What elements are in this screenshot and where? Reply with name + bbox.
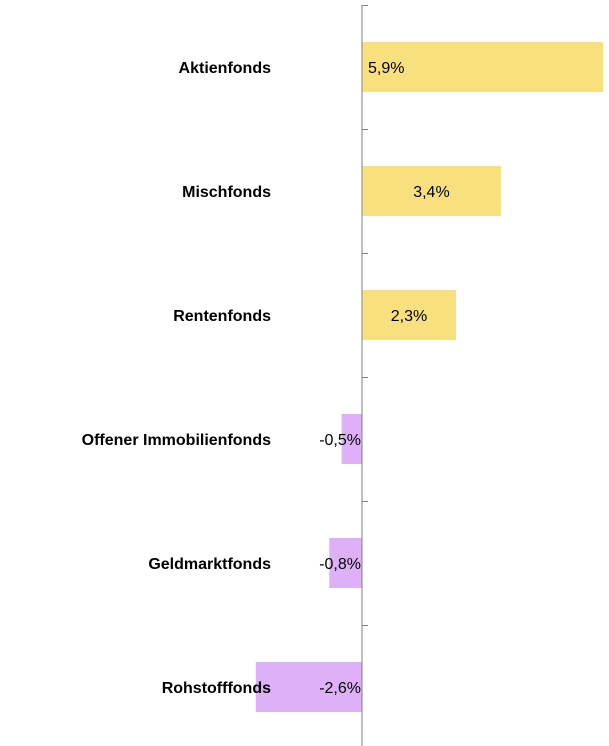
data-label-mischfonds: 3,4% [413,184,449,201]
bar-mischfonds [362,166,501,216]
category-label-geldmarktfonds: Geldmarktfonds [148,556,271,573]
bar-offener-immobilienfonds [341,414,362,464]
category-label-rohstofffonds: Rohstofffonds [162,680,271,697]
data-label-geldmarktfonds: -0,8% [319,556,361,573]
bar-aktienfonds [362,42,603,92]
category-label-aktienfonds: Aktienfonds [179,60,272,77]
category-label-rentenfonds: Rentenfonds [173,308,271,325]
data-label-rohstofffonds: -2,6% [319,680,361,697]
bar-geldmarktfonds [329,538,362,588]
data-label-aktienfonds: 5,9% [368,60,404,77]
bar-rohstofffonds [255,662,362,712]
category-label-offener-immobilienfonds: Offener Immobilienfonds [82,432,271,449]
category-label-mischfonds: Mischfonds [182,184,271,201]
data-label-rentenfonds: 2,3% [391,308,427,325]
data-label-offener-immobilienfonds: -0,5% [319,432,361,449]
bar-rentenfonds [362,290,456,340]
